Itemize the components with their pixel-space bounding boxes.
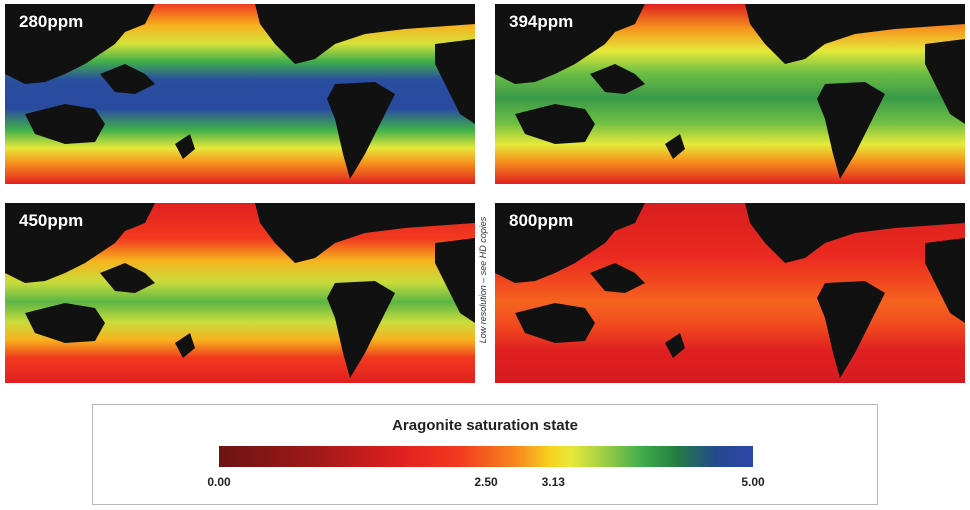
map-panel-800ppm: 800ppm	[495, 203, 965, 383]
ocean-map-280ppm	[5, 4, 475, 184]
panel-label: 394ppm	[509, 12, 574, 31]
legend-title: Aragonite saturation state	[392, 417, 578, 434]
ocean-map-800ppm	[495, 203, 965, 383]
legend-tick-label: 2.50	[474, 475, 498, 489]
legend-tick-label: 5.00	[741, 475, 765, 489]
land-masses	[495, 4, 965, 179]
side-note: Low resolution – see HD copies	[478, 216, 488, 344]
legend-color-bar	[219, 446, 753, 467]
land-masses	[495, 203, 965, 378]
legend-tick-label: 0.00	[207, 475, 231, 489]
panel-label: 450ppm	[19, 211, 84, 230]
ocean-map-450ppm	[5, 203, 475, 383]
ocean-map-394ppm	[495, 4, 965, 184]
panel-label: 280ppm	[19, 12, 84, 31]
land-masses	[5, 203, 475, 378]
legend: Aragonite saturation state 0.00 2.50 3.1…	[92, 404, 878, 505]
legend-tick-label: 3.13	[541, 475, 565, 489]
map-panel-450ppm: 450ppm	[5, 203, 475, 383]
panel-label: 800ppm	[509, 211, 574, 230]
land-masses	[5, 4, 475, 179]
map-panel-280ppm: 280ppm	[5, 4, 475, 184]
map-panel-394ppm: 394ppm	[495, 4, 965, 184]
